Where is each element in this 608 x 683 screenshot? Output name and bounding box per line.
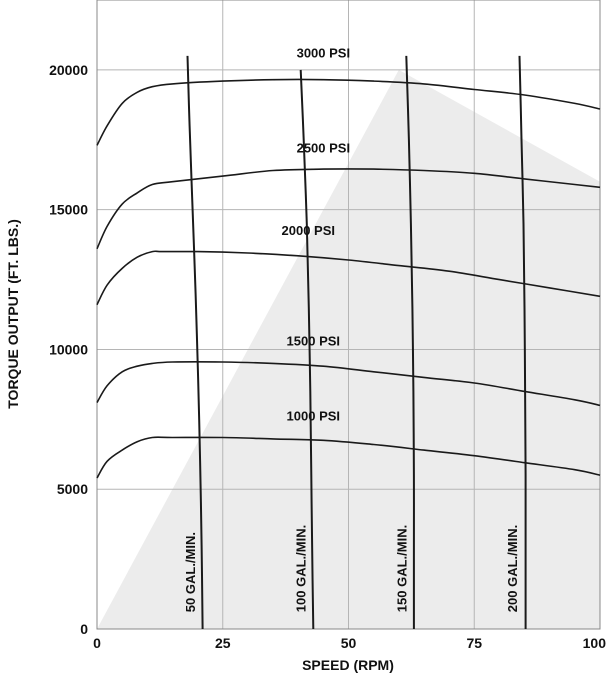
x-axis-label: SPEED (RPM)	[302, 657, 394, 673]
flow-label-50-gal-min: 50 GAL./MIN.	[183, 532, 198, 612]
y-tick-label-15000: 15000	[49, 202, 88, 218]
annotation-3000-psi: 3000 PSI	[297, 45, 351, 60]
y-tick-label-10000: 10000	[49, 341, 88, 357]
annotation-layer: 3000 PSI 2500 PSI 2000 PSI 1500 PSI 1000 PSI…	[183, 45, 520, 612]
series-line-150-gal-min	[405, 55, 415, 629]
series-line-3000-psi	[96, 78, 601, 146]
series-line-50-gal-min	[186, 55, 204, 630]
annotation-1500-psi: 1500 PSI	[287, 333, 341, 348]
annotation-2500-psi: 2500 PSI	[297, 140, 351, 155]
flow-label-100-gal-min: 100 GAL./MIN.	[294, 525, 309, 612]
series-line-200-gal-min	[518, 55, 527, 629]
y-tick-label-5000: 5000	[57, 481, 88, 497]
series-line-1000-psi	[96, 436, 601, 479]
tick-layer: 0 25 50 75 100 0 5000 10000 15000 20000	[49, 62, 606, 651]
flow-label-150-gal-min: 150 GAL./MIN.	[394, 525, 409, 612]
x-tick-label-50: 50	[341, 635, 357, 651]
y-axis-label: TORQUE OUTPUT (FT. LBS.)	[5, 219, 21, 409]
series-line-1500-psi	[96, 361, 601, 407]
annotation-1000-psi: 1000 PSI	[287, 409, 341, 424]
series-layer	[96, 55, 601, 630]
y-tick-label-0: 0	[80, 621, 88, 637]
annotation-2000-psi: 2000 PSI	[282, 223, 336, 238]
plot-frame	[96, 0, 601, 630]
y-tick-label-20000: 20000	[49, 62, 88, 78]
series-line-2000-psi	[96, 250, 601, 306]
series-line-100-gal-min	[299, 69, 315, 630]
x-tick-label-75: 75	[466, 635, 482, 651]
grid-layer	[97, 0, 600, 629]
x-tick-label-0: 0	[93, 635, 101, 651]
x-tick-label-100: 100	[583, 635, 607, 651]
x-tick-label-25: 25	[215, 635, 231, 651]
flow-label-200-gal-min: 200 GAL./MIN.	[505, 525, 520, 612]
series-line-2500-psi	[96, 168, 601, 250]
